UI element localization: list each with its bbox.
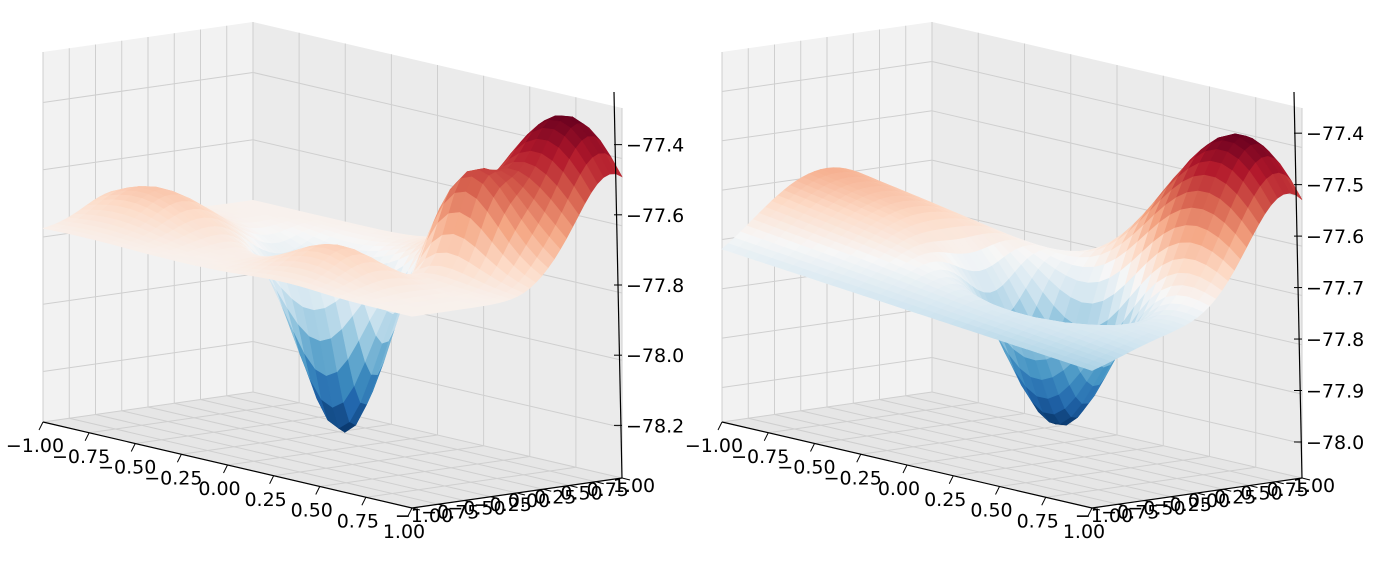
y-tick-mark (1118, 503, 1127, 507)
x-tick-label: −1.00 (6, 435, 64, 457)
y-tick-label: 0.75 (1267, 479, 1309, 501)
y-tick-label: 0.25 (534, 486, 576, 508)
y-tick-mark (1275, 481, 1284, 485)
y-tick-label: 1.00 (1293, 475, 1335, 497)
y-tick-mark (1249, 485, 1258, 488)
y-tick-mark (1170, 496, 1179, 500)
y-tick-label: −1.00 (395, 505, 453, 527)
y-tick-label: −1.00 (1075, 505, 1133, 527)
y-tick-mark (438, 503, 447, 507)
z-tick-label: −77.4 (1306, 123, 1364, 145)
x-tick-label: 0.00 (198, 478, 240, 500)
tick-labels: −1.00−0.75−0.50−0.250.00 0.25 0.50 0.75 1.00… (6, 135, 684, 543)
x-tick-label: −1.00 (685, 435, 743, 457)
y-tick-label: −0.50 (1127, 498, 1185, 520)
y-tick-mark (1144, 500, 1153, 503)
x-tick-mark (902, 464, 908, 474)
tick-labels: −1.00−0.75−0.50−0.250.00 0.25 0.50 0.75 1.00… (685, 123, 1364, 543)
x-tick-mark (84, 432, 90, 441)
x-tick-label: −0.25 (144, 467, 202, 489)
y-tick-mark (1301, 477, 1311, 481)
z-tick-label: −78.2 (626, 415, 684, 437)
y-tick-label: −0.50 (447, 498, 505, 520)
y-tick-label: 0.50 (560, 483, 602, 505)
x-tick-mark (315, 486, 321, 495)
y-tick-mark (621, 477, 631, 481)
z-tick-label: −77.7 (1306, 278, 1364, 300)
y-tick-label: 0.75 (587, 479, 629, 501)
x-tick-mark (763, 432, 769, 441)
x-tick-label: −0.75 (731, 446, 789, 468)
y-tick-label: −0.25 (474, 494, 532, 516)
z-tick-label: −77.5 (1306, 175, 1364, 197)
y-tick-mark (1091, 507, 1101, 511)
x-tick-label: 1.00 (1063, 521, 1105, 543)
x-tick-label: 0.75 (337, 510, 379, 532)
y-tick-mark (516, 492, 526, 496)
surface (721, 133, 1303, 426)
y-tick-label: −0.75 (1101, 501, 1159, 523)
y-tick-mark (569, 485, 578, 488)
y-tick-label: 0.00 (508, 490, 550, 512)
x-tick-mark (948, 475, 954, 484)
x-tick-label: 0.25 (244, 489, 286, 511)
y-tick-label: 0.50 (1240, 483, 1282, 505)
x-tick-label: 0.25 (924, 489, 966, 511)
y-tick-mark (464, 500, 473, 503)
surface-plot-right: −1.00−0.75−0.50−0.250.00 0.25 0.50 0.75 1.00… (685, 22, 1364, 543)
y-tick-mark (595, 481, 604, 485)
y-tick-mark (411, 507, 421, 511)
x-tick-mark (130, 443, 136, 452)
x-tick-mark (1087, 507, 1093, 517)
y-tick-label: −0.75 (421, 501, 479, 523)
x-tick-mark (995, 486, 1000, 495)
x-tick-label: −0.75 (52, 446, 110, 468)
z-tick-label: −77.8 (626, 275, 684, 297)
y-tick-label: 1.00 (613, 475, 655, 497)
x-tick-mark (810, 443, 815, 452)
z-tick-label: −77.8 (1306, 329, 1364, 351)
z-tick-label: −77.6 (1306, 226, 1364, 248)
x-tick-mark (361, 497, 367, 506)
x-tick-label: 0.75 (1017, 510, 1059, 532)
z-tick-label: −78.0 (1306, 432, 1364, 454)
y-tick-label: 0.00 (1188, 490, 1230, 512)
x-tick-label: −0.25 (824, 467, 882, 489)
z-tick-label: −78.0 (626, 345, 684, 367)
y-tick-label: −0.25 (1154, 494, 1212, 516)
x-tick-label: 1.00 (383, 521, 425, 543)
x-tick-mark (223, 464, 228, 474)
z-tick-label: −77.6 (626, 205, 684, 227)
x-tick-label: 0.00 (878, 478, 920, 500)
x-tick-label: −0.50 (98, 457, 156, 479)
z-tick-label: −77.4 (626, 135, 684, 157)
x-tick-label: 0.50 (970, 500, 1012, 522)
y-tick-label: 0.25 (1214, 486, 1256, 508)
surface (42, 115, 623, 434)
x-tick-mark (1041, 497, 1047, 506)
x-tick-mark (38, 421, 44, 431)
x-tick-mark (176, 454, 182, 463)
z-tick-label: −77.9 (1306, 381, 1364, 403)
x-tick-mark (856, 454, 862, 463)
x-tick-mark (269, 475, 275, 484)
y-tick-mark (543, 488, 552, 492)
y-tick-mark (1223, 488, 1232, 492)
y-tick-mark (490, 496, 499, 500)
x-tick-label: 0.50 (291, 500, 333, 522)
y-tick-mark (1196, 492, 1206, 496)
x-tick-mark (717, 421, 723, 431)
surface-plot-left: −1.00−0.75−0.50−0.250.00 0.25 0.50 0.75 1.00… (6, 22, 684, 543)
x-tick-mark (407, 507, 413, 517)
x-tick-label: −0.50 (777, 457, 835, 479)
